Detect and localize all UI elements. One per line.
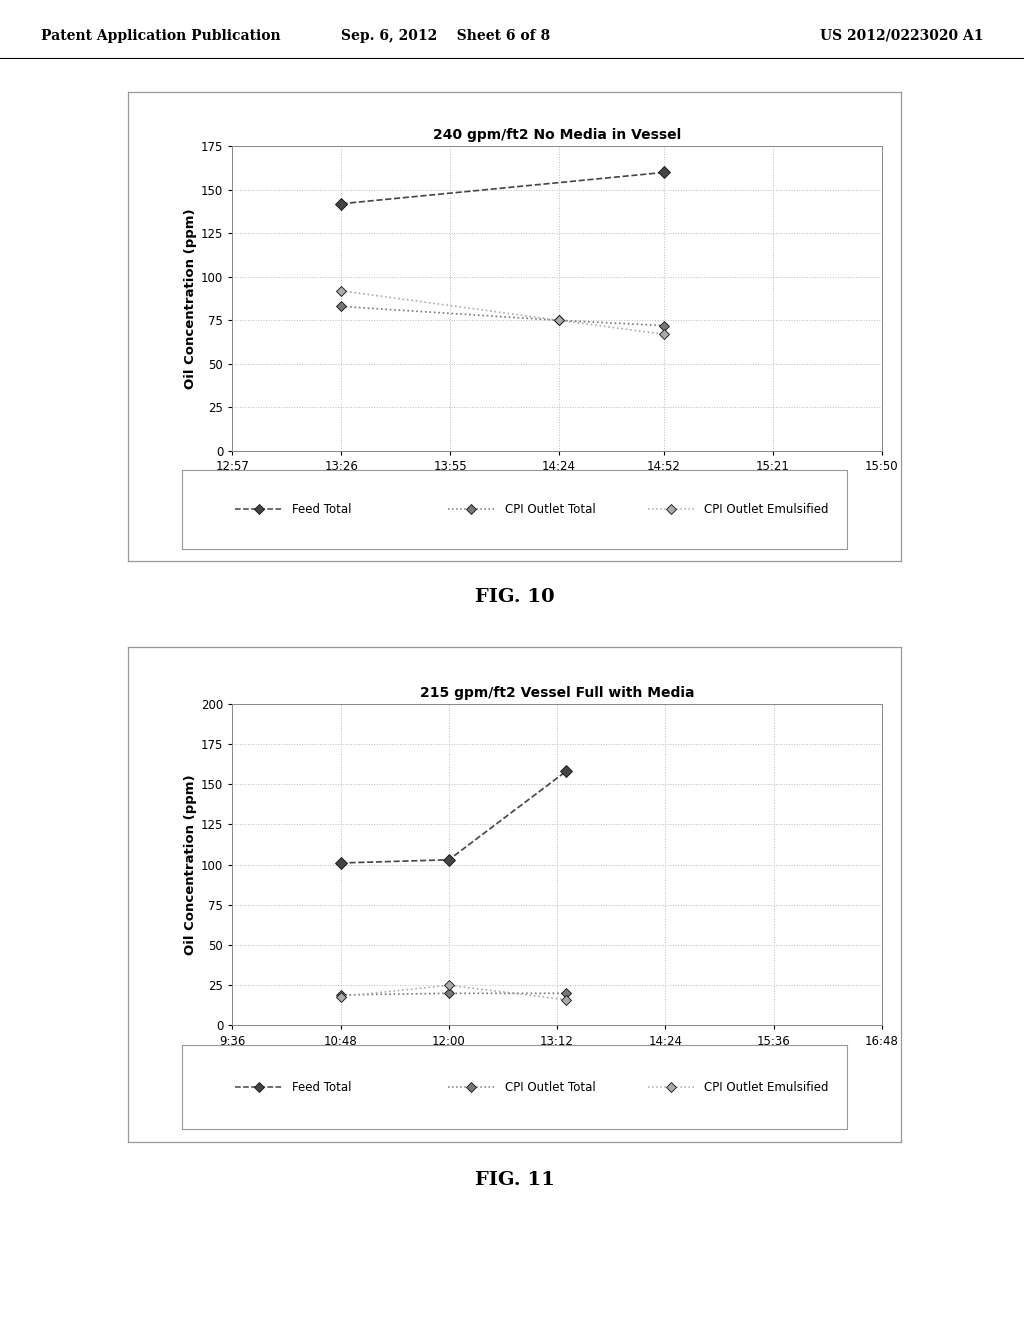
X-axis label: Time (Hour): Time (Hour)	[512, 1052, 602, 1065]
CPI Outlet Emulsified	[553, 313, 565, 329]
Text: CPI Outlet Total: CPI Outlet Total	[505, 1081, 595, 1094]
Feed Total	[560, 763, 572, 779]
Feed Total	[442, 851, 455, 867]
Title: 215 gpm/ft2 Vessel Full with Media: 215 gpm/ft2 Vessel Full with Media	[420, 686, 694, 700]
CPI Outlet Emulsified	[442, 977, 455, 993]
Text: Feed Total: Feed Total	[292, 503, 351, 516]
Feed Total	[335, 195, 347, 211]
Title: 240 gpm/ft2 No Media in Vessel: 240 gpm/ft2 No Media in Vessel	[433, 128, 681, 143]
Line: CPI Outlet Emulsified: CPI Outlet Emulsified	[337, 982, 569, 1003]
Feed Total	[335, 855, 347, 871]
Text: CPI Outlet Total: CPI Outlet Total	[505, 503, 595, 516]
Text: FIG. 11: FIG. 11	[474, 1171, 555, 1189]
Text: FIG. 10: FIG. 10	[475, 587, 554, 606]
Text: CPI Outlet Emulsified: CPI Outlet Emulsified	[705, 1081, 828, 1094]
CPI Outlet Total	[335, 987, 347, 1003]
Text: US 2012/0223020 A1: US 2012/0223020 A1	[819, 29, 983, 42]
Text: Feed Total: Feed Total	[292, 1081, 351, 1094]
CPI Outlet Total	[658, 318, 671, 334]
CPI Outlet Emulsified	[335, 989, 347, 1005]
CPI Outlet Total	[560, 985, 572, 1001]
Text: CPI Outlet Emulsified: CPI Outlet Emulsified	[705, 503, 828, 516]
CPI Outlet Total	[335, 298, 347, 314]
Text: Sep. 6, 2012    Sheet 6 of 8: Sep. 6, 2012 Sheet 6 of 8	[341, 29, 550, 42]
Line: CPI Outlet Emulsified: CPI Outlet Emulsified	[338, 288, 668, 338]
CPI Outlet Emulsified	[335, 282, 347, 298]
CPI Outlet Emulsified	[560, 991, 572, 1007]
Feed Total	[658, 165, 671, 181]
Line: Feed Total: Feed Total	[337, 767, 570, 867]
CPI Outlet Total	[442, 985, 455, 1001]
Y-axis label: Oil Concentration (ppm): Oil Concentration (ppm)	[183, 775, 197, 954]
Line: CPI Outlet Total: CPI Outlet Total	[338, 304, 668, 329]
CPI Outlet Total	[553, 313, 565, 329]
Text: Patent Application Publication: Patent Application Publication	[41, 29, 281, 42]
Line: Feed Total: Feed Total	[337, 168, 669, 207]
Line: CPI Outlet Total: CPI Outlet Total	[337, 990, 569, 998]
Y-axis label: Oil Concentration (ppm): Oil Concentration (ppm)	[183, 209, 197, 389]
CPI Outlet Emulsified	[658, 326, 671, 342]
X-axis label: Time (Hour): Time (Hour)	[512, 477, 602, 490]
